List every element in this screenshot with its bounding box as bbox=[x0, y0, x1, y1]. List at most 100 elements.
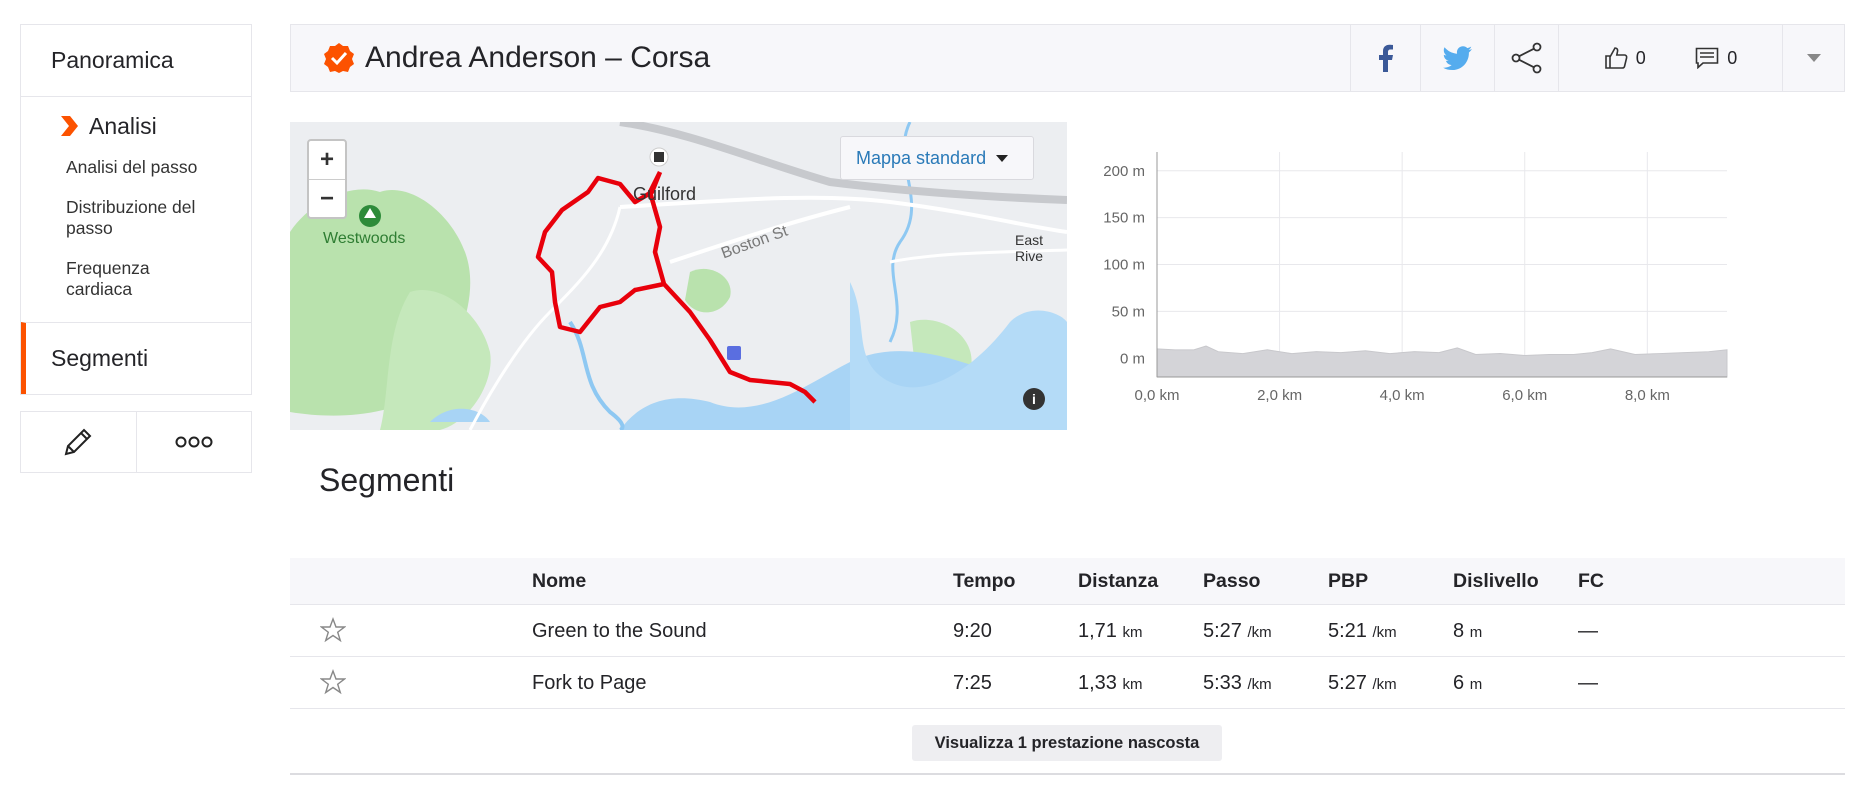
segment-distance: 1,71 km bbox=[1078, 620, 1143, 643]
highway bbox=[619, 122, 1067, 204]
segment-hr: — bbox=[1578, 620, 1598, 642]
pace-value: 5:27 bbox=[1203, 620, 1242, 642]
segment-distance: 1,33 km bbox=[1078, 672, 1143, 695]
sidebar-item-overview[interactable]: Panoramica bbox=[21, 25, 251, 97]
elevation-area bbox=[1156, 345, 1728, 378]
elev-unit: m bbox=[1469, 676, 1483, 693]
y-tick-label: 0 m bbox=[1120, 350, 1145, 367]
header-actions: 0 0 bbox=[1350, 25, 1844, 91]
zoom-out-button[interactable]: − bbox=[309, 179, 345, 217]
activity-header: Andrea Anderson – Corsa bbox=[290, 24, 1845, 92]
edit-icon bbox=[64, 428, 92, 456]
segment-time: 7:25 bbox=[953, 672, 992, 694]
table-row: Fork to Page 7:25 1,33 km 5:33 /km 5:27 … bbox=[290, 657, 1845, 709]
segment-pbp: 5:21 /km bbox=[1328, 620, 1397, 643]
sidebar-item-label: Panoramica bbox=[51, 47, 174, 73]
y-tick-label: 100 m bbox=[1103, 257, 1145, 274]
distance-value: 1,71 bbox=[1078, 620, 1117, 642]
segment-elevation: 6 m bbox=[1453, 672, 1482, 695]
road bbox=[669, 205, 851, 264]
facebook-icon bbox=[1378, 44, 1393, 72]
water-area bbox=[850, 282, 1067, 430]
sidebar-subitem-pace-analysis[interactable]: Analisi del passo bbox=[66, 157, 198, 177]
edit-button[interactable] bbox=[21, 412, 136, 472]
comment-icon bbox=[1695, 47, 1719, 69]
road bbox=[468, 206, 622, 430]
table-row: Green to the Sound 9:20 1,71 km 5:27 /km… bbox=[290, 605, 1845, 657]
y-tick-label: 150 m bbox=[1103, 210, 1145, 227]
y-tick-label: 200 m bbox=[1103, 163, 1145, 180]
options-dropdown[interactable] bbox=[1782, 25, 1844, 91]
verified-badge-icon bbox=[324, 43, 354, 73]
park-area bbox=[380, 290, 491, 430]
star-icon[interactable] bbox=[320, 669, 346, 695]
table-header: Nome Tempo Distanza Passo PBP Dislivello… bbox=[290, 558, 1845, 605]
map-label-east-river: East Rive bbox=[1015, 232, 1044, 264]
col-name: Nome bbox=[532, 569, 587, 592]
info-icon[interactable]: i bbox=[1023, 388, 1045, 410]
share-icon bbox=[1511, 42, 1541, 74]
sidebar-item-label: Analisi bbox=[89, 112, 157, 139]
segments-table: Nome Tempo Distanza Passo PBP Dislivello… bbox=[290, 558, 1845, 775]
x-tick-label: 6,0 km bbox=[1502, 387, 1547, 404]
share-button[interactable] bbox=[1494, 25, 1558, 91]
pbp-value: 5:27 bbox=[1328, 672, 1367, 694]
social-counters: 0 0 bbox=[1558, 25, 1782, 91]
zoom-in-button[interactable]: + bbox=[319, 146, 334, 173]
bus-icon bbox=[727, 346, 741, 360]
distance-unit: km bbox=[1122, 624, 1143, 641]
segments-title: Segmenti bbox=[319, 462, 455, 498]
sidebar: Panoramica Analisi Analisi del passo Dis… bbox=[20, 24, 252, 473]
map-style-dropdown[interactable]: Mappa standard bbox=[840, 136, 1034, 180]
facebook-share-button[interactable] bbox=[1350, 25, 1420, 91]
sidebar-subitem-pace-distribution[interactable]: Distribuzione del passo bbox=[66, 197, 196, 238]
more-button[interactable] bbox=[135, 412, 252, 472]
show-hidden-efforts-button[interactable]: Visualizza 1 prestazione nascosta bbox=[912, 725, 1222, 761]
page-title: Andrea Anderson – Corsa bbox=[365, 41, 711, 74]
segment-pace: 5:27 /km bbox=[1203, 620, 1272, 643]
park-area bbox=[685, 268, 731, 313]
sidebar-item-segments[interactable]: Segmenti bbox=[21, 322, 251, 394]
tree-icon bbox=[364, 208, 376, 218]
kudos-button[interactable]: 0 bbox=[1604, 46, 1646, 70]
hidden-efforts-row: Visualizza 1 prestazione nascosta bbox=[290, 709, 1845, 775]
comments-button[interactable]: 0 bbox=[1695, 47, 1737, 69]
segment-time: 9:20 bbox=[953, 620, 992, 642]
segment-hr: — bbox=[1578, 672, 1598, 694]
pbp-unit: /km bbox=[1372, 676, 1397, 693]
distance-value: 1,33 bbox=[1078, 672, 1117, 694]
map-label-westwoods: Westwoods bbox=[323, 230, 406, 247]
sidebar-item-analysis[interactable]: Analisi bbox=[21, 111, 251, 141]
dropdown-icon bbox=[1806, 54, 1821, 62]
route-line bbox=[535, 170, 817, 404]
pace-value: 5:33 bbox=[1203, 672, 1242, 694]
sidebar-item-label: Segmenti bbox=[51, 345, 149, 371]
elevation-chart: 0 m 50 m 100 m 150 m 200 m 0,0 km 2,0 km 4,0 km… bbox=[1103, 152, 1728, 404]
twitter-icon bbox=[1442, 46, 1472, 70]
checkered-flag-icon bbox=[654, 152, 664, 162]
map-style-label: Mappa standard bbox=[856, 147, 987, 168]
col-hr: FC bbox=[1578, 569, 1604, 592]
x-tick-label: 4,0 km bbox=[1380, 387, 1425, 404]
col-pbp: PBP bbox=[1328, 569, 1369, 592]
map-label-guilford: Guilford bbox=[633, 184, 697, 204]
elev-unit: m bbox=[1469, 624, 1483, 641]
segment-name-link[interactable]: Green to the Sound bbox=[532, 620, 707, 642]
sidebar-subitem-heart-rate[interactable]: Frequenza cardiaca bbox=[66, 258, 150, 299]
route-map[interactable]: + − Mappa standard Westwoods Guilford Bo… bbox=[290, 122, 1067, 430]
chevron-right-icon bbox=[61, 116, 78, 136]
pbp-value: 5:21 bbox=[1328, 620, 1367, 642]
segment-pbp: 5:27 /km bbox=[1328, 672, 1397, 695]
sidebar-actions bbox=[20, 411, 252, 473]
road bbox=[619, 195, 1067, 234]
twitter-share-button[interactable] bbox=[1420, 25, 1494, 91]
kudos-count: 0 bbox=[1635, 47, 1646, 68]
thumbs-up-icon bbox=[1604, 47, 1628, 69]
star-icon[interactable] bbox=[320, 617, 346, 643]
col-distance: Distanza bbox=[1078, 569, 1159, 592]
x-tick-label: 0,0 km bbox=[1134, 387, 1179, 404]
sidebar-section-analysis: Analisi Analisi del passo Distribuzione … bbox=[21, 97, 251, 322]
elev-value: 8 bbox=[1453, 620, 1465, 642]
segment-name-link[interactable]: Fork to Page bbox=[532, 672, 647, 694]
x-tick-label: 8,0 km bbox=[1625, 387, 1670, 404]
